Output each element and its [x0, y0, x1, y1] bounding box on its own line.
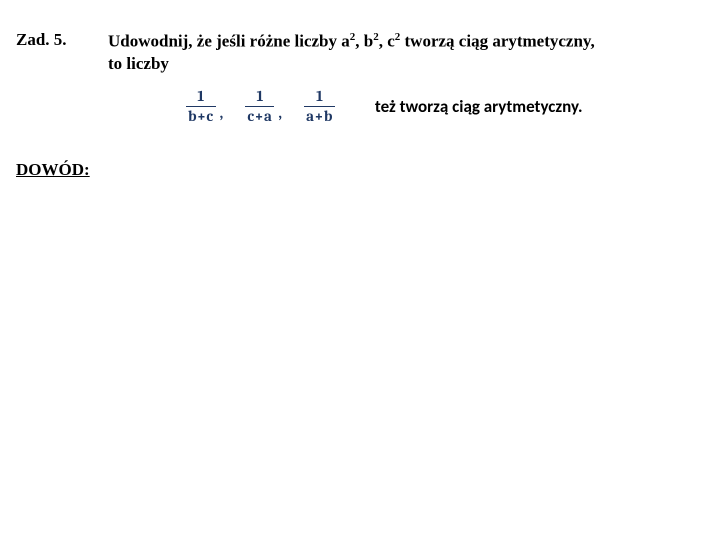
proof-label: DOWÓD: — [16, 160, 700, 180]
page: Zad. 5. Udowodnij, że jeśli różne liczby… — [0, 0, 720, 200]
stmt-part4: tworzą ciąg arytmetyczny, — [400, 32, 594, 51]
comma-2: , — [278, 104, 282, 124]
tail-text: też tworzą ciąg arytmetyczny. — [375, 96, 583, 117]
frac1-den: b+c — [186, 109, 216, 124]
frac2-den: c+a — [245, 109, 274, 124]
stmt-part2: , b — [355, 32, 373, 51]
task-label: Zad. 5. — [16, 30, 108, 50]
frac2-num: 1 — [254, 89, 265, 104]
stmt-part3: , c — [379, 32, 395, 51]
frac3-num: 1 — [314, 89, 325, 104]
fraction-1: 1 b+c — [186, 89, 216, 124]
stmt-line2: to liczby — [108, 54, 169, 73]
task-statement: Udowodnij, że jeśli różne liczby a2, b2,… — [108, 30, 595, 75]
frac1-num: 1 — [195, 89, 206, 104]
fraction-3: 1 a+b — [304, 89, 335, 124]
fractions-row: 1 b+c , 1 c+a , 1 a+b też tworzą ciąg ar… — [186, 89, 700, 124]
stmt-part1: Udowodnij, że jeśli różne liczby a — [108, 32, 350, 51]
frac3-den: a+b — [304, 109, 335, 124]
comma-1: , — [220, 104, 224, 124]
fraction-2: 1 c+a — [245, 89, 274, 124]
task-row: Zad. 5. Udowodnij, że jeśli różne liczby… — [16, 30, 700, 75]
